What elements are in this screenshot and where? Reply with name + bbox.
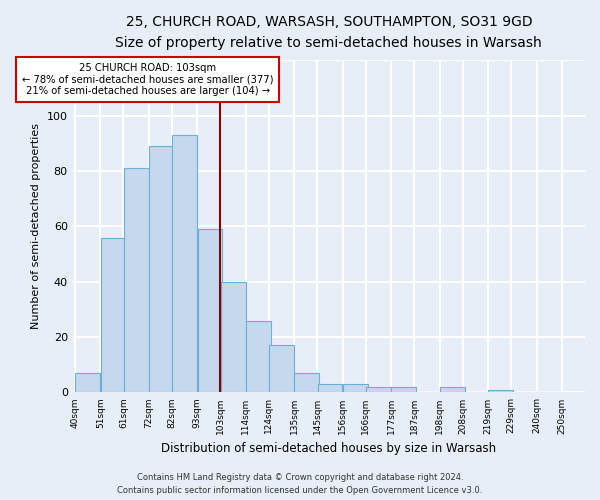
Bar [366, 387, 391, 392]
Bar [101, 238, 125, 392]
Text: Contains HM Land Registry data © Crown copyright and database right 2024.
Contai: Contains HM Land Registry data © Crown c… [118, 474, 482, 495]
Bar [246, 320, 271, 392]
Y-axis label: Number of semi-detached properties: Number of semi-detached properties [31, 124, 41, 330]
Title: 25, CHURCH ROAD, WARSASH, SOUTHAMPTON, SO31 9GD
Size of property relative to sem: 25, CHURCH ROAD, WARSASH, SOUTHAMPTON, S… [115, 15, 542, 50]
Bar [172, 135, 197, 392]
Bar [343, 384, 368, 392]
Bar [440, 387, 465, 392]
Bar [269, 346, 294, 393]
Bar [197, 229, 223, 392]
Bar [317, 384, 343, 392]
Bar [221, 282, 245, 393]
Bar [124, 168, 149, 392]
Bar [391, 387, 416, 392]
Text: 25 CHURCH ROAD: 103sqm
← 78% of semi-detached houses are smaller (377)
21% of se: 25 CHURCH ROAD: 103sqm ← 78% of semi-det… [22, 64, 274, 96]
Bar [295, 373, 319, 392]
Bar [149, 146, 174, 392]
Bar [488, 390, 513, 392]
X-axis label: Distribution of semi-detached houses by size in Warsash: Distribution of semi-detached houses by … [161, 442, 496, 455]
Bar [75, 373, 100, 392]
